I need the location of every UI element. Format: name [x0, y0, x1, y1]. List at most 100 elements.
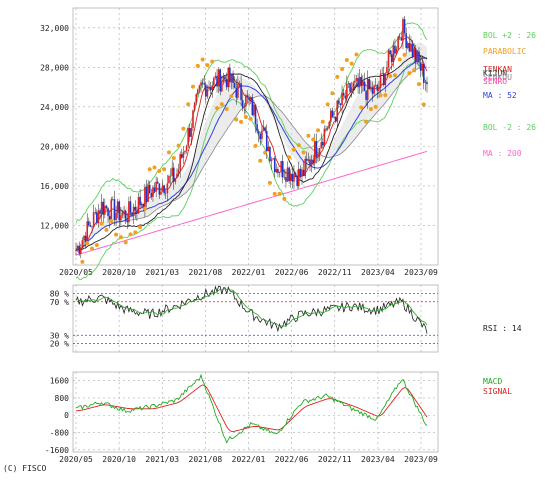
parabolic-dot: [224, 106, 229, 111]
candle-body: [140, 203, 143, 206]
candle-body: [153, 187, 156, 192]
candle-body: [296, 175, 298, 186]
parabolic-dot: [229, 94, 234, 99]
x-tick-label: 2022/11: [318, 268, 352, 277]
legend-senro: SENRO: [483, 77, 507, 86]
legend-tenkan: TENKAN: [483, 65, 512, 74]
candle-body: [209, 87, 212, 91]
parabolic-dot: [306, 133, 311, 138]
candle-body: [413, 48, 415, 58]
parabolic-dot: [210, 59, 215, 64]
candle-body: [245, 95, 247, 107]
candle-body: [414, 48, 417, 63]
y-tick-label: 16,000: [40, 182, 69, 191]
parabolic-dot: [258, 158, 263, 163]
candle-body: [152, 187, 154, 198]
candle-body: [177, 169, 180, 174]
candle-body: [370, 87, 372, 90]
candle-body: [264, 127, 266, 131]
candle-body: [161, 185, 164, 192]
parabolic-dot: [359, 105, 364, 110]
macd-line: [75, 373, 428, 444]
x-tick-label: 2021/03: [145, 455, 179, 464]
parabolic-dot: [186, 102, 191, 107]
candle-body: [219, 69, 222, 92]
candle-body: [307, 159, 310, 161]
candle-body: [269, 146, 271, 162]
candle-body: [120, 215, 122, 221]
candle-body: [121, 212, 124, 216]
parabolic-dot: [157, 168, 162, 173]
candle-body: [360, 77, 363, 86]
candle-body: [150, 193, 153, 198]
rsi-tick-label: 80 %: [50, 289, 69, 298]
parabolic-dot: [368, 106, 373, 111]
parabolic-dot: [407, 71, 412, 76]
candle-body: [105, 205, 108, 209]
candle-body: [281, 161, 284, 178]
ichimoku-cloud: [76, 42, 427, 251]
parabolic-dot: [335, 74, 340, 79]
parabolic-dot: [248, 116, 253, 121]
candle-body: [278, 172, 281, 174]
y-tick-label: 12,000: [40, 221, 69, 230]
parabolic-dot: [421, 102, 426, 107]
candle-body: [349, 83, 351, 92]
candle-body: [100, 201, 103, 214]
candle-body: [257, 131, 260, 134]
candle-body: [347, 83, 350, 84]
signal-line: [75, 384, 428, 433]
candle-body: [408, 43, 411, 52]
candle-body: [144, 186, 146, 209]
x-tick-label: 2022/01: [232, 268, 266, 277]
parabolic-dot: [118, 235, 123, 240]
candle-body: [216, 75, 218, 87]
parabolic-dot: [147, 167, 152, 172]
candle-body: [374, 85, 377, 86]
candle-body: [179, 154, 181, 170]
tenkan-line: [75, 36, 428, 251]
candle-body: [91, 226, 93, 228]
candle-body: [318, 148, 321, 155]
candle-body: [233, 82, 236, 88]
candle-body: [320, 142, 323, 149]
candle-body: [333, 116, 335, 118]
candle-body: [339, 103, 342, 105]
candle-body: [328, 121, 331, 129]
candle-body: [363, 81, 366, 91]
candle-body: [376, 85, 379, 91]
candle-body: [116, 201, 119, 213]
candle-body: [76, 245, 79, 251]
candle-body: [102, 201, 105, 215]
candle-body: [113, 199, 116, 220]
candle-body: [193, 102, 196, 111]
candle-body: [325, 128, 327, 130]
candle-body: [402, 19, 404, 41]
rsi-tick-label: 30 %: [50, 331, 69, 340]
candle-body: [139, 196, 141, 206]
candle-body: [262, 127, 265, 131]
candle-body: [134, 207, 137, 211]
candle-body: [197, 89, 199, 95]
candle-body: [251, 97, 254, 116]
candle-body: [341, 92, 343, 105]
candle-body: [131, 212, 133, 217]
candle-body: [235, 87, 238, 98]
candle-body: [238, 83, 241, 84]
candle-body: [394, 45, 396, 54]
y-tick-label: 28,000: [40, 63, 69, 72]
candle-body: [174, 178, 177, 182]
parabolic-dot: [85, 241, 90, 246]
candle-body: [243, 106, 246, 108]
candle-body: [366, 78, 369, 100]
x-tick-label: 2023/09: [404, 455, 438, 464]
parabolic-dot: [181, 126, 186, 131]
candle-body: [200, 82, 202, 86]
y-tick-label: 20,000: [40, 142, 69, 151]
candle-body: [331, 110, 334, 117]
parabolic-dot: [378, 93, 383, 98]
parabolic-dot: [253, 143, 258, 148]
parabolic-dot: [128, 232, 133, 237]
candle-body: [176, 173, 178, 179]
legend-kijun: KIJUN: [483, 69, 507, 78]
